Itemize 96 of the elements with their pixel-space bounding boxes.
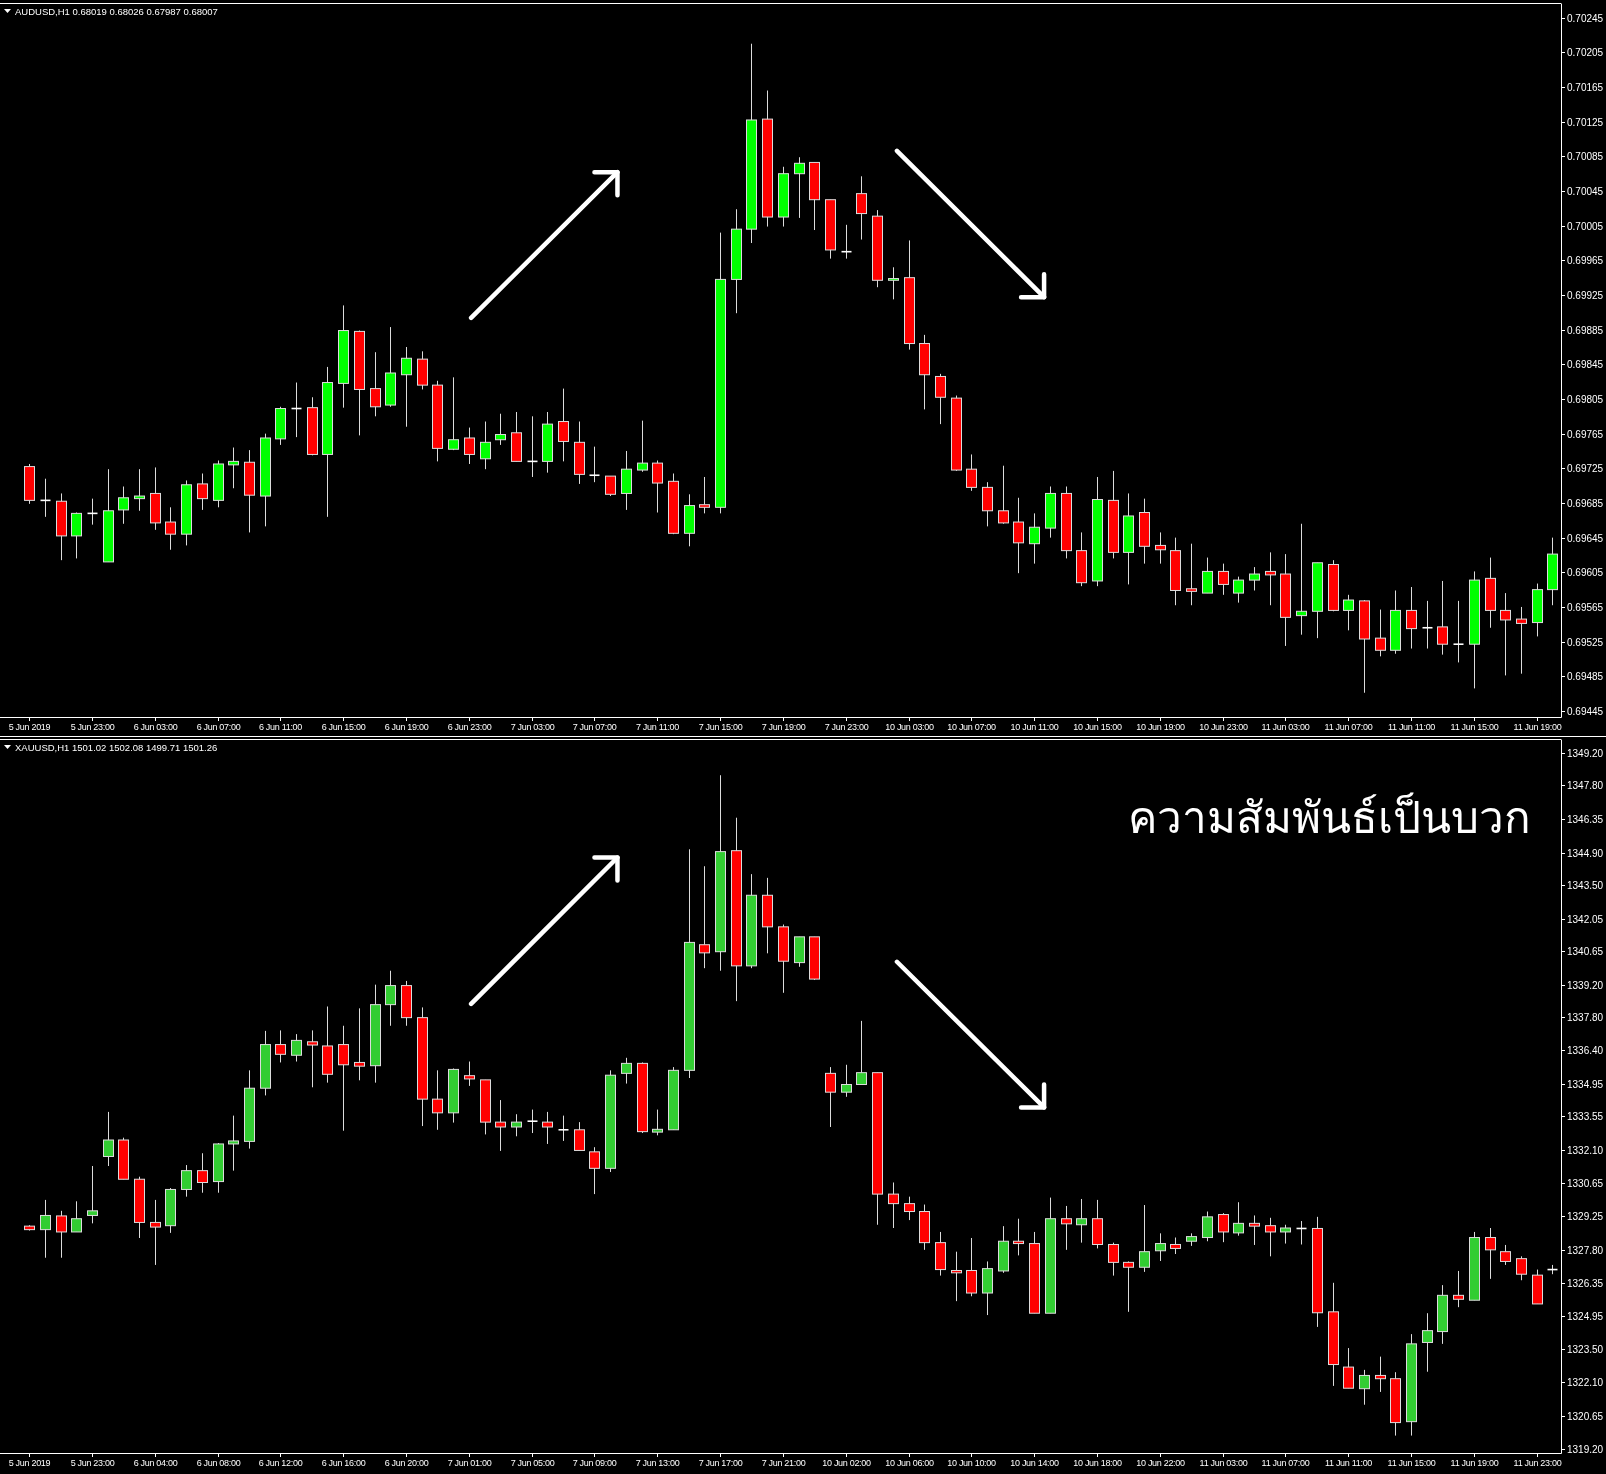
ytick-label: 1334.95: [1567, 1079, 1604, 1090]
xtick-label: 10 Jun 10:00: [947, 1458, 996, 1468]
xtick-label: 6 Jun 15:00: [321, 722, 366, 732]
xtick-label: 6 Jun 03:00: [133, 722, 178, 732]
xtick-label: 11 Jun 11:00: [1324, 1458, 1373, 1468]
title: AUDUSD,H1 0.68019 0.68026 0.67987 0.68007: [15, 5, 218, 17]
title: XAUUSD,H1 1501.02 1502.08 1499.71 1501.26: [15, 741, 218, 753]
ytick-label: 0.70165: [1567, 82, 1604, 93]
ytick-label: 0.69685: [1567, 498, 1604, 509]
ytick-label: 0.69845: [1567, 359, 1604, 370]
xtick-label: 10 Jun 02:00: [822, 1458, 871, 1468]
ytick-label: 1343.50: [1567, 880, 1604, 891]
ytick-label: 1339.20: [1567, 980, 1604, 991]
ytick-label: 0.69925: [1567, 290, 1604, 301]
xtick-label: 10 Jun 15:00: [1073, 722, 1122, 732]
ytick-label: 1344.90: [1567, 848, 1604, 859]
xtick-label: 11 Jun 15:00: [1387, 1458, 1436, 1468]
xtick-label: 5 Jun 23:00: [70, 1458, 115, 1468]
xtick-label: 5 Jun 23:00: [70, 722, 115, 732]
ytick-label: 1346.35: [1567, 814, 1604, 825]
xtick-label: 11 Jun 03:00: [1199, 1458, 1248, 1468]
ytick-label: 1336.40: [1567, 1045, 1604, 1056]
xtick-label: 7 Jun 03:00: [510, 722, 555, 732]
xtick-label: 7 Jun 21:00: [761, 1458, 806, 1468]
ytick-label: 1340.65: [1567, 946, 1604, 957]
xtick-label: 6 Jun 11:00: [258, 722, 303, 732]
ytick-label: 0.70205: [1567, 47, 1604, 58]
ytick-label: 1326.35: [1567, 1278, 1604, 1289]
ytick-label: 1342.05: [1567, 914, 1604, 925]
ytick-label: 1330.65: [1567, 1178, 1604, 1189]
xtick-label: 10 Jun 14:00: [1010, 1458, 1059, 1468]
ytick-label: 0.69885: [1567, 325, 1604, 336]
xtick-label: 11 Jun 15:00: [1450, 722, 1499, 732]
ytick-label: 0.69485: [1567, 671, 1604, 682]
xtick-label: 7 Jun 07:00: [572, 722, 617, 732]
ytick-label: 0.70005: [1567, 221, 1604, 232]
xtick-label: 7 Jun 19:00: [761, 722, 806, 732]
ytick-label: 1347.80: [1567, 780, 1604, 791]
ytick-label: 1320.65: [1567, 1411, 1604, 1422]
xtick-label: 10 Jun 03:00: [885, 722, 934, 732]
ytick-label: 1319.20: [1567, 1444, 1604, 1455]
ytick-label: 1327.80: [1567, 1245, 1604, 1256]
xtick-label: 10 Jun 23:00: [1199, 722, 1248, 732]
xtick-label: 7 Jun 17:00: [698, 1458, 743, 1468]
ytick-label: 1332.10: [1567, 1145, 1604, 1156]
xtick-label: 5 Jun 2019: [8, 722, 51, 732]
ytick-label: 1333.55: [1567, 1111, 1604, 1122]
ytick-label: 0.69965: [1567, 255, 1604, 266]
ytick-label: 1323.50: [1567, 1344, 1604, 1355]
xtick-label: 6 Jun 23:00: [447, 722, 492, 732]
xtick-label: 10 Jun 11:00: [1010, 722, 1059, 732]
xtick-label: 10 Jun 22:00: [1136, 1458, 1185, 1468]
ytick-label: 0.69565: [1567, 602, 1604, 613]
xtick-label: 11 Jun 07:00: [1324, 722, 1373, 732]
xtick-label: 7 Jun 01:00: [447, 1458, 492, 1468]
ytick-label: 0.69765: [1567, 429, 1604, 440]
xtick-label: 6 Jun 07:00: [196, 722, 241, 732]
xtick-label: 10 Jun 07:00: [947, 722, 996, 732]
xtick-label: 11 Jun 23:00: [1513, 1458, 1562, 1468]
xtick-label: 6 Jun 19:00: [384, 722, 429, 732]
ytick-label: 0.69645: [1567, 533, 1604, 544]
ytick-label: 1349.20: [1567, 748, 1604, 759]
xtick-label: 11 Jun 11:00: [1387, 722, 1436, 732]
ytick-label: 0.69725: [1567, 463, 1604, 474]
ytick-label: 0.69445: [1567, 706, 1604, 717]
xtick-label: 11 Jun 19:00: [1450, 1458, 1499, 1468]
annotation: ความสัมพันธ์เป็นบวก: [1128, 793, 1531, 842]
xtick-label: 7 Jun 11:00: [635, 722, 680, 732]
xtick-label: 6 Jun 04:00: [133, 1458, 178, 1468]
xtick-label: 6 Jun 12:00: [258, 1458, 303, 1468]
ytick-label: 1337.80: [1567, 1012, 1604, 1023]
ytick-label: 0.69805: [1567, 394, 1604, 405]
xtick-label: 7 Jun 13:00: [635, 1458, 680, 1468]
xtick-label: 11 Jun 07:00: [1261, 1458, 1310, 1468]
xtick-label: 10 Jun 19:00: [1136, 722, 1185, 732]
xtick-label: 5 Jun 2019: [8, 1458, 51, 1468]
xtick-label: 11 Jun 19:00: [1513, 722, 1562, 732]
ytick-label: 0.69605: [1567, 567, 1604, 578]
xtick-label: 7 Jun 15:00: [698, 722, 743, 732]
ytick-label: 0.70045: [1567, 186, 1604, 197]
xtick-label: 6 Jun 16:00: [321, 1458, 366, 1468]
xtick-label: 7 Jun 09:00: [572, 1458, 617, 1468]
ytick-label: 1322.10: [1567, 1377, 1604, 1388]
xtick-label: 7 Jun 23:00: [824, 722, 869, 732]
xtick-label: 10 Jun 18:00: [1073, 1458, 1122, 1468]
ytick-label: 0.69525: [1567, 637, 1604, 648]
ytick-label: 0.70245: [1567, 13, 1604, 24]
ytick-label: 1324.95: [1567, 1311, 1604, 1322]
xtick-label: 10 Jun 06:00: [885, 1458, 934, 1468]
xtick-label: 6 Jun 20:00: [384, 1458, 429, 1468]
ytick-label: 1329.25: [1567, 1211, 1604, 1222]
xtick-label: 11 Jun 03:00: [1261, 722, 1310, 732]
ytick-label: 0.70085: [1567, 151, 1604, 162]
xtick-label: 6 Jun 08:00: [196, 1458, 241, 1468]
ytick-label: 0.70125: [1567, 117, 1604, 128]
xtick-label: 7 Jun 05:00: [510, 1458, 555, 1468]
